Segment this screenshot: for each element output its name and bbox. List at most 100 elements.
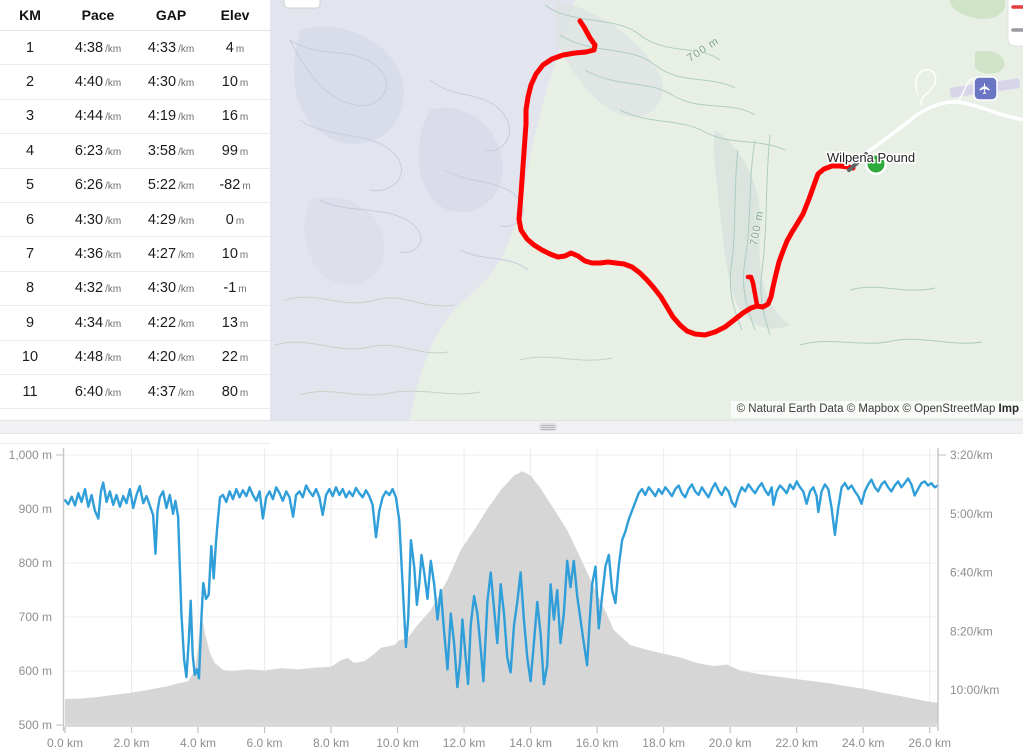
splits-table-body: 1 4:38/km 4:33/km 4 m 2 4:40/km 4:30/km 10 m 3 4:44… [0, 31, 270, 444]
chart-canvas[interactable]: 1,000 m 900 m 800 m 700 m 600 m 500 m 3:20/km 5… [0, 432, 1023, 752]
split-elev: 22 m [221, 349, 249, 366]
x-axis-label: 26.0 km [908, 736, 951, 750]
x-axis-label: 24.0 km [842, 736, 885, 750]
split-elev: 10 m [221, 246, 249, 263]
splits-table: KM Pace GAP Elev 1 4:38/km 4:33/km 4 m 2 4:40/… [0, 0, 270, 444]
map-hill-shade [418, 107, 503, 213]
split-gap: 4:27/km [147, 246, 195, 263]
table-row[interactable]: 2 4:40/km 4:30/km 10 m [0, 65, 270, 100]
map-hill-shade [293, 26, 404, 144]
map-park-patch [950, 0, 1006, 19]
x-axis-label: 4.0 km [180, 736, 216, 750]
drag-handle-icon[interactable] [539, 423, 557, 431]
left-axis-label: 500 m [19, 718, 52, 732]
x-axis-label: 12.0 km [443, 736, 486, 750]
table-row[interactable]: 1 4:38/km 4:33/km 4 m [0, 31, 270, 66]
chart-axes [56, 448, 946, 733]
split-km: 3 [25, 108, 35, 125]
split-gap: 4:29/km [147, 211, 195, 228]
table-row[interactable]: 6 4:30/km 4:29/km 0 m [0, 203, 270, 238]
x-axis-label: 20.0 km [709, 736, 752, 750]
split-elev: 10 m [221, 74, 249, 91]
route-spur-line [745, 274, 760, 308]
map-contours-green [544, 4, 983, 346]
split-pace: 4:36/km [74, 246, 122, 263]
split-pace: 6:26/km [74, 177, 122, 194]
map-canvas[interactable]: 700 m 700 m Wilpena Pound ✈ [270, 0, 1023, 420]
route-map[interactable]: 700 m 700 m Wilpena Pound ✈ © Natural Ea… [270, 0, 1023, 420]
split-elev: 80 m [221, 383, 249, 400]
split-pace: 4:34/km [74, 314, 122, 331]
split-gap: 4:37/km [147, 383, 195, 400]
x-axis-label: 14.0 km [509, 736, 552, 750]
split-pace: 4:48/km [74, 349, 122, 366]
table-row[interactable]: 10 4:48/km 4:20/km 22 m [0, 341, 270, 375]
col-header-pace[interactable]: Pace [81, 7, 115, 23]
split-pace: 6:23/km [74, 142, 122, 159]
split-km: 10 [21, 349, 39, 366]
split-pace: 6:40/km [74, 383, 122, 400]
map-attribution: © Natural Earth Data © Mapbox © OpenStre… [730, 401, 1023, 418]
right-axis-label: 3:20/km [950, 448, 993, 462]
split-elev: 99 m [221, 142, 249, 159]
split-km: 5 [25, 177, 35, 194]
table-row[interactable]: 5 6:26/km 5:22/km -82 m [0, 169, 270, 203]
split-km: 9 [25, 314, 35, 331]
splits-table-header: KM Pace GAP Elev [0, 0, 270, 31]
table-row[interactable]: 7 4:36/km 4:27/km 10 m [0, 237, 270, 272]
map-ridge-shade [555, 0, 663, 117]
right-axis-label: 5:00/km [950, 507, 993, 521]
map-hill-shade [304, 196, 385, 285]
split-km: 2 [25, 74, 35, 91]
table-row[interactable]: 11 6:40/km 4:37/km 80 m [0, 375, 270, 410]
svg-text:✈: ✈ [977, 82, 994, 95]
left-axis-label: 800 m [19, 556, 52, 570]
map-legend [1007, 0, 1023, 47]
split-gap: 4:22/km [147, 314, 195, 331]
right-axis-label: 10:00/km [950, 683, 999, 697]
split-gap: 4:19/km [147, 108, 195, 125]
elevation-pace-chart[interactable]: 1,000 m 900 m 800 m 700 m 600 m 500 m 3:20/km 5… [0, 432, 1023, 752]
map-contours-hill [289, 39, 529, 271]
x-axis-label: 22.0 km [775, 736, 818, 750]
x-axis-label: 18.0 km [642, 736, 685, 750]
col-header-gap[interactable]: GAP [155, 7, 187, 23]
x-axis-label: 0.0 km [47, 736, 83, 750]
table-row[interactable]: 9 4:34/km 4:22/km 13 m [0, 306, 270, 341]
left-axis-label: 600 m [19, 664, 52, 678]
map-roads [864, 69, 1023, 155]
col-header-km[interactable]: KM [19, 7, 41, 23]
split-pace: 4:40/km [74, 74, 122, 91]
table-row[interactable]: 3 4:44/km 4:19/km 16 m [0, 100, 270, 135]
split-km: 6 [25, 211, 35, 228]
left-axis-label: 900 m [19, 502, 52, 516]
split-gap: 5:22/km [147, 177, 195, 194]
airport-icon[interactable]: ✈ [973, 76, 998, 101]
table-row[interactable]: 8 4:32/km 4:30/km -1 m [0, 272, 270, 307]
start-marker[interactable] [865, 153, 887, 175]
split-km: 8 [25, 280, 35, 297]
split-gap: 3:58/km [147, 142, 195, 159]
split-elev: 16 m [221, 108, 249, 125]
attribution-link[interactable]: Imp [998, 403, 1019, 415]
split-km: 4 [25, 142, 35, 159]
attribution-text: © Natural Earth Data © Mapbox © OpenStre… [736, 403, 996, 415]
pace-line-series [63, 477, 940, 689]
left-axis-label: 700 m [19, 610, 52, 624]
right-axis-label: 6:40/km [950, 566, 993, 580]
split-km: 1 [25, 39, 35, 56]
split-pace: 4:38/km [74, 39, 122, 56]
split-elev: -1 m [223, 280, 247, 297]
split-gap: 4:30/km [147, 280, 195, 297]
split-pace: 4:44/km [74, 108, 122, 125]
table-row[interactable]: 4 6:23/km 3:58/km 99 m [0, 134, 270, 169]
x-axis-label: 6.0 km [247, 736, 283, 750]
panel-resize-divider[interactable] [0, 420, 1023, 434]
map-contours-light [274, 296, 613, 396]
route-line [516, 18, 856, 338]
right-axis-label: 8:20/km [950, 624, 993, 638]
col-header-elev[interactable]: Elev [220, 7, 250, 23]
map-control-partial[interactable] [283, 0, 321, 9]
